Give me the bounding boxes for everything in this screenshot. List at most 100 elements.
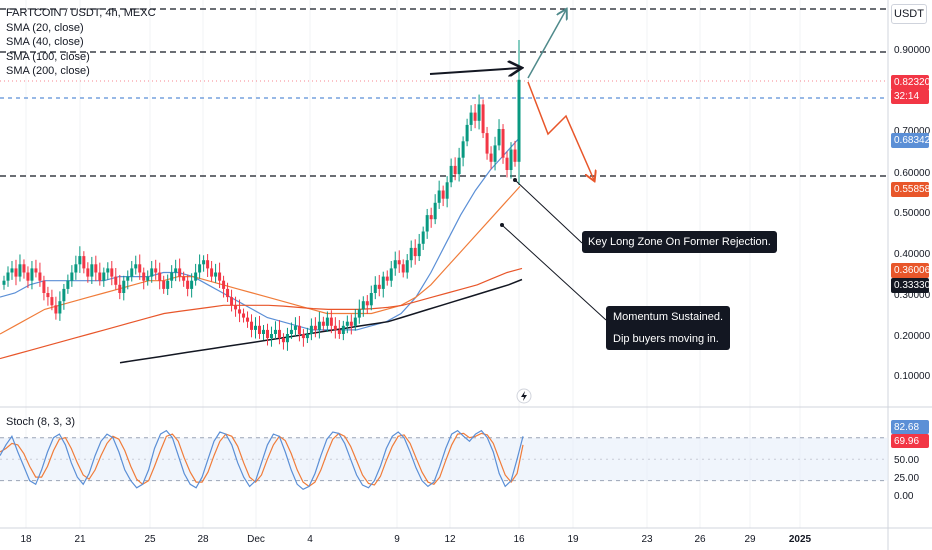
candle-10: [42, 275, 46, 301]
candle-109: [437, 180, 441, 209]
symbol-title[interactable]: FARTCOIN / USDT, 4h, MEXC: [6, 7, 156, 19]
candle-body-27: [110, 268, 114, 277]
candle-body-67: [269, 334, 273, 339]
candle-body-65: [261, 329, 265, 334]
sma200-line: [119, 278, 523, 364]
candle-25: [102, 267, 106, 287]
time-tick-12: 29: [744, 534, 756, 545]
candle-body-126: [505, 157, 509, 170]
sma-200-label[interactable]: SMA (200, close): [6, 65, 90, 77]
sma-20-label[interactable]: SMA (20, close): [6, 21, 84, 34]
pointer-arrow: [429, 68, 520, 74]
candle-body-48: [194, 272, 198, 281]
candle-123: [493, 136, 497, 171]
candle-body-72: [289, 329, 293, 334]
candle-68: [273, 321, 277, 339]
candle-107: [429, 207, 433, 228]
candle-57: [230, 289, 234, 312]
price-tick-6: 0.20000: [894, 331, 931, 342]
candle-99: [397, 250, 401, 273]
candle-77: [309, 318, 313, 341]
candle-97: [389, 261, 393, 287]
candle-body-12: [50, 297, 54, 306]
countdown-tag: 32:14: [891, 89, 929, 104]
callout2-anchor: [500, 223, 504, 227]
candle-31: [126, 270, 130, 290]
candle-76: [305, 327, 309, 344]
sma-40-label[interactable]: SMA (40, close): [6, 36, 84, 48]
candle-29: [118, 274, 122, 300]
candle-body-44: [178, 268, 182, 277]
price-tick-3: 0.50000: [894, 208, 931, 219]
candle-body-20: [82, 256, 86, 269]
candle-body-55: [222, 280, 226, 289]
candle-body-83: [333, 325, 337, 330]
candle-body-18: [74, 264, 78, 273]
time-tick-0: 18: [20, 534, 32, 545]
candle-body-109: [437, 190, 441, 203]
candle-16: [66, 274, 70, 294]
candle-98: [393, 251, 397, 276]
candle-body-45: [182, 276, 186, 281]
candle-59: [238, 299, 242, 323]
candle-body-120: [481, 104, 485, 134]
candle-58: [234, 296, 238, 317]
candle-79: [317, 311, 321, 339]
candle-body-33: [134, 264, 138, 269]
candle-32: [130, 261, 134, 282]
candle-body-14: [58, 301, 62, 314]
candle-26: [106, 262, 110, 280]
candle-body-106: [425, 215, 429, 232]
candle-2: [10, 261, 14, 280]
candle-72: [289, 322, 293, 339]
candle-105: [421, 226, 425, 250]
candle-86: [345, 315, 349, 334]
candle-88: [353, 308, 357, 331]
candle-body-108: [433, 202, 437, 220]
candle-36: [146, 270, 150, 286]
sma20-line: [0, 136, 521, 331]
candle-body-110: [441, 190, 445, 199]
candle-121: [485, 126, 489, 160]
candle-24: [98, 262, 102, 286]
last-price-tag: 0.82320: [891, 75, 930, 90]
candle-body-101: [405, 260, 409, 273]
candle-body-77: [309, 325, 313, 334]
candle-body-30: [122, 280, 126, 293]
candle-95: [381, 271, 385, 298]
candle-body-100: [401, 264, 405, 273]
candle-body-4: [18, 264, 22, 277]
candle-113: [453, 157, 457, 181]
candle-63: [254, 317, 258, 339]
candle-body-57: [230, 297, 234, 306]
candle-60: [242, 308, 246, 323]
callout-momentum-line1: Momentum Sustained.: [613, 311, 724, 323]
candle-body-118: [473, 112, 477, 121]
stoch-label[interactable]: Stoch (8, 3, 3): [6, 416, 76, 428]
projection-up-arrow: [527, 10, 566, 79]
candle-110: [441, 185, 445, 207]
candle-body-112: [449, 165, 453, 183]
candle-93: [373, 276, 377, 300]
candle-42: [170, 265, 174, 289]
candle-body-8: [34, 268, 38, 273]
candle-120: [481, 99, 485, 139]
candle-13: [54, 296, 58, 320]
callout-key-long-zone-text: Key Long Zone On Former Rejection.: [588, 236, 771, 248]
candle-15: [62, 283, 66, 310]
candle-body-19: [78, 256, 82, 265]
candle-33: [134, 255, 138, 275]
candle-body-78: [313, 325, 317, 330]
candle-81: [325, 311, 329, 332]
currency-button[interactable]: USDT: [891, 4, 927, 24]
sma-100-label[interactable]: SMA (100, close): [6, 50, 90, 63]
candle-body-85: [341, 325, 345, 334]
candle-80: [321, 316, 325, 331]
candle-103: [413, 239, 417, 265]
candle-body-75: [301, 334, 305, 339]
candle-body-99: [397, 260, 401, 265]
candle-body-98: [393, 260, 397, 269]
candle-body-58: [234, 305, 238, 310]
candle-11: [46, 286, 50, 306]
